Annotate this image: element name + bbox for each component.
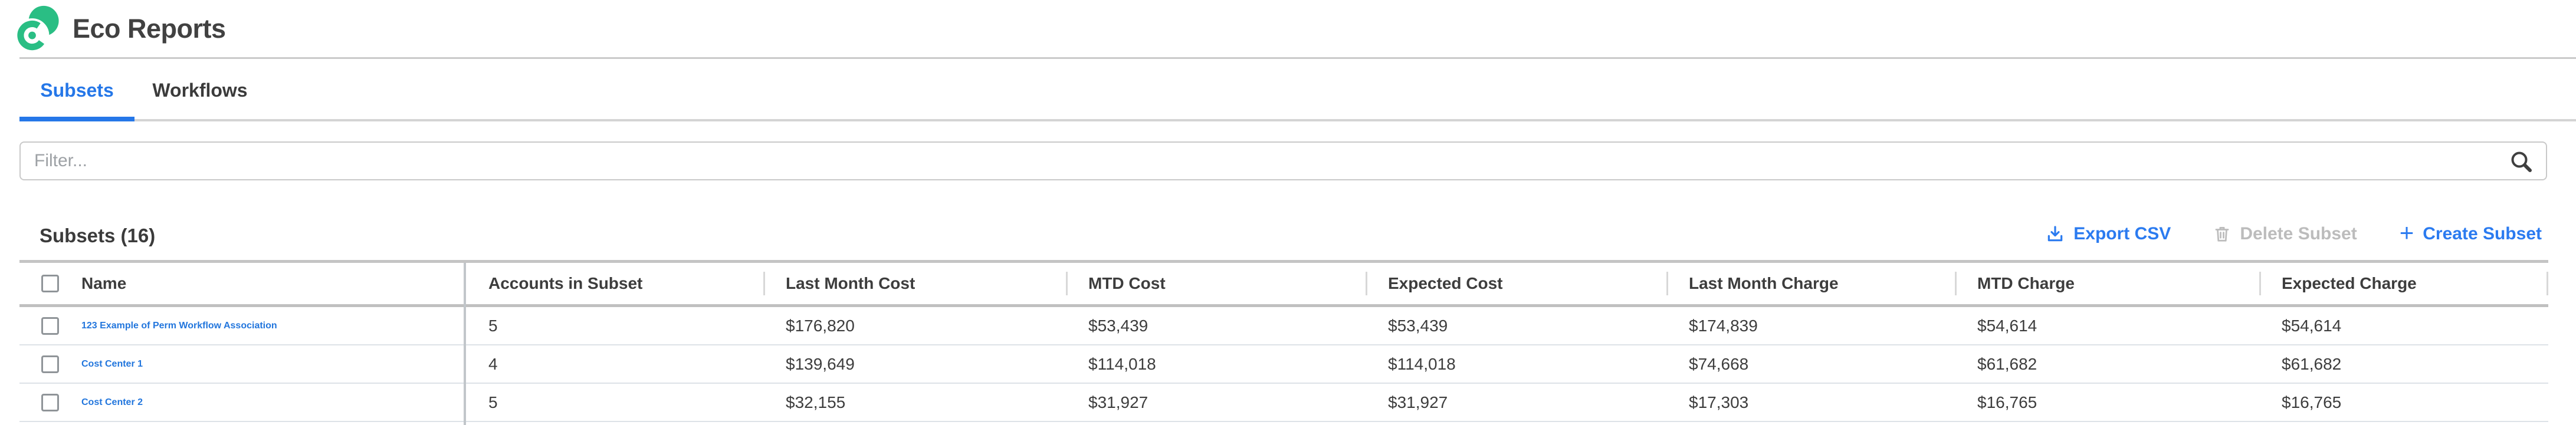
row-name-cell: Cost Center 2	[19, 384, 466, 421]
tab-workflows-label: Workflows	[152, 79, 248, 101]
filter-input[interactable]	[21, 143, 2546, 179]
expected-charge-cell: $16,765	[2282, 393, 2342, 411]
mtd-cost-cell: $114,018	[1088, 354, 1156, 373]
row-checkbox[interactable]	[41, 393, 59, 411]
row-checkbox[interactable]	[41, 317, 59, 335]
header-cell-mtd-cost: MTD Cost	[1066, 263, 1366, 304]
mtd-cost-cell: $31,927	[1088, 393, 1148, 411]
select-all-checkbox[interactable]	[41, 275, 59, 292]
create-subset-button[interactable]: + Create Subset	[2399, 219, 2542, 246]
accounts-cell: 4	[488, 354, 498, 373]
tab-bar: Subsets Workflows	[19, 59, 2576, 121]
name-column-divider	[464, 263, 466, 425]
create-subset-label: Create Subset	[2423, 224, 2542, 243]
expected-cost-cell: $114,018	[1388, 354, 1456, 373]
row-name-cell: Cost Center 1	[19, 345, 466, 383]
tab-subsets[interactable]: Subsets	[19, 59, 134, 121]
mtd-charge-cell: $16,765	[1977, 393, 2037, 411]
expected-charge-cell: $61,682	[2282, 354, 2342, 373]
header-cell-expected-cost: Expected Cost	[1366, 263, 1666, 304]
table-row: Cost Center 1 4 $139,649 $114,018 $114,0…	[19, 345, 2548, 384]
row-name-cell: 123 Example of Perm Workflow Association	[19, 307, 466, 344]
mtd-charge-cell: $61,682	[1977, 354, 2037, 373]
table-header-row: Name Accounts in Subset Last Month Cost …	[19, 260, 2548, 307]
subsets-table: Name Accounts in Subset Last Month Cost …	[19, 260, 2548, 425]
last-month-cost-cell: $32,155	[786, 393, 846, 411]
download-icon	[2048, 226, 2063, 242]
trash-icon	[2215, 227, 2229, 242]
last-month-cost-cell: $176,820	[786, 316, 855, 335]
tab-workflows[interactable]: Workflows	[134, 59, 265, 119]
delete-subset-button[interactable]: Delete Subset	[2213, 224, 2357, 244]
toolbar-actions: Export CSV Delete Subset + Create Subset	[2046, 219, 2542, 249]
header-cell-accounts: Accounts in Subset	[488, 274, 643, 292]
last-month-charge-cell: $17,303	[1689, 393, 1749, 411]
last-month-cost-cell: $139,649	[786, 354, 855, 373]
table-row: 123 Example of Perm Workflow Association…	[19, 307, 2548, 345]
expected-charge-cell: $54,614	[2282, 316, 2342, 335]
header-cell-expected-charge: Expected Charge	[2259, 263, 2548, 304]
app-header: Eco Reports	[12, 0, 226, 57]
subset-name-link[interactable]: 123 Example of Perm Workflow Association	[81, 320, 277, 331]
filter-container	[19, 141, 2547, 180]
row-checkbox[interactable]	[41, 355, 59, 373]
header-name-label: Name	[81, 274, 127, 292]
export-csv-button[interactable]: Export CSV	[2046, 224, 2171, 244]
header-cell-mtd-charge: MTD Charge	[1955, 263, 2259, 304]
page-title: Eco Reports	[73, 13, 226, 44]
eco-logo-icon	[15, 5, 59, 52]
header-cell-last-month-cost: Last Month Cost	[763, 263, 1066, 304]
subset-name-link[interactable]: Cost Center 1	[81, 358, 143, 369]
header-cell-name: Name	[19, 263, 466, 304]
subsets-count-heading: Subsets (16)	[40, 225, 156, 246]
subset-name-link[interactable]: Cost Center 2	[81, 397, 143, 407]
plus-icon: +	[2399, 219, 2414, 246]
last-month-charge-cell: $174,839	[1689, 316, 1758, 335]
tab-subsets-label: Subsets	[40, 79, 114, 101]
search-icon[interactable]	[2509, 150, 2533, 173]
header-divider	[19, 57, 2576, 59]
delete-subset-label: Delete Subset	[2240, 224, 2357, 243]
expected-cost-cell: $53,439	[1388, 316, 1448, 335]
export-csv-label: Export CSV	[2073, 224, 2171, 243]
last-month-charge-cell: $74,668	[1689, 354, 1749, 373]
header-cell-last-month-charge: Last Month Charge	[1666, 263, 1955, 304]
table-row: Cost Center 2 5 $32,155 $31,927 $31,927 …	[19, 384, 2548, 422]
accounts-cell: 5	[488, 393, 498, 411]
mtd-cost-cell: $53,439	[1088, 316, 1148, 335]
expected-cost-cell: $31,927	[1388, 393, 1448, 411]
accounts-cell: 5	[488, 316, 498, 335]
mtd-charge-cell: $54,614	[1977, 316, 2037, 335]
